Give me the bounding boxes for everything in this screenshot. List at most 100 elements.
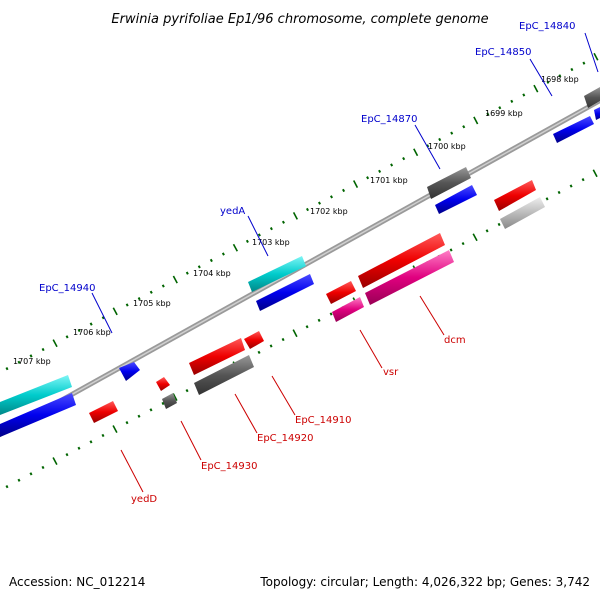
minor-tick xyxy=(330,195,333,199)
minor-tick xyxy=(450,131,454,135)
minor-tick xyxy=(486,112,490,116)
gene-label-EpC_14940[interactable]: EpC_14940 xyxy=(39,283,95,294)
gene-label-EpC_14850[interactable]: EpC_14850 xyxy=(475,47,531,58)
major-tick xyxy=(592,169,598,178)
gene-feature[interactable] xyxy=(162,393,177,409)
gene-feature[interactable] xyxy=(365,250,454,305)
minor-tick xyxy=(29,472,33,476)
major-tick xyxy=(473,116,479,125)
major-tick xyxy=(52,339,58,348)
minor-tick xyxy=(137,297,141,301)
reverse-gene-labels: dcm vsr EpC_14910 EpC_14920 EpC_14930 ye… xyxy=(131,335,466,505)
minor-tick xyxy=(462,125,466,129)
kbp-label: 1701 kbp xyxy=(370,176,408,185)
minor-tick xyxy=(125,303,129,307)
minor-tick xyxy=(545,197,549,201)
minor-tick xyxy=(161,401,165,406)
minor-tick xyxy=(197,265,201,269)
gene-feature[interactable] xyxy=(194,355,254,395)
major-tick xyxy=(232,243,239,252)
gene-feature[interactable] xyxy=(326,281,356,304)
minor-tick xyxy=(137,414,141,418)
gene-feature[interactable] xyxy=(553,116,594,143)
major-tick xyxy=(593,52,599,61)
kbp-label: 1704 kbp xyxy=(193,269,231,278)
minor-tick xyxy=(390,163,394,167)
minor-tick xyxy=(209,258,213,263)
minor-tick xyxy=(269,344,273,348)
gene-label-yedA[interactable]: yedA xyxy=(220,206,245,217)
gene-label-EpC_14920[interactable]: EpC_14920 xyxy=(257,433,313,444)
minor-tick xyxy=(77,446,81,450)
gene-feature[interactable] xyxy=(500,197,545,229)
upper-tick-rail xyxy=(5,52,599,371)
kbp-label: 1705 kbp xyxy=(133,299,171,308)
gene-feature[interactable] xyxy=(189,338,245,375)
minor-tick xyxy=(65,453,69,457)
minor-tick xyxy=(498,106,502,110)
minor-tick xyxy=(245,239,249,243)
major-tick xyxy=(292,329,298,338)
gene-label-EpC_14910[interactable]: EpC_14910 xyxy=(295,415,351,426)
gene-label-EpC_14870[interactable]: EpC_14870 xyxy=(361,114,417,125)
gene-feature[interactable] xyxy=(435,185,477,214)
minor-tick xyxy=(426,144,430,148)
gene-feature[interactable] xyxy=(332,297,364,322)
gene-feature[interactable] xyxy=(156,377,170,391)
minor-tick xyxy=(17,360,21,364)
minor-tick xyxy=(522,93,526,97)
gene-feature[interactable] xyxy=(248,256,306,292)
minor-tick xyxy=(5,367,9,371)
minor-tick xyxy=(306,207,309,212)
minor-tick xyxy=(65,335,69,339)
major-tick xyxy=(112,307,118,316)
gene-label-dcm[interactable]: dcm xyxy=(444,335,466,346)
reverse-features xyxy=(89,180,545,423)
minor-tick xyxy=(89,322,93,326)
minor-tick xyxy=(269,227,273,231)
gene-label-EpC_14930[interactable]: EpC_14930 xyxy=(201,461,257,472)
gene-feature[interactable] xyxy=(358,233,445,288)
minor-tick xyxy=(5,485,9,489)
gene-label-yedD[interactable]: yedD xyxy=(131,494,157,505)
minor-tick xyxy=(29,354,33,358)
minor-tick xyxy=(41,465,45,470)
minor-tick xyxy=(281,220,285,224)
gene-feature[interactable] xyxy=(244,331,264,349)
gene-label-EpC_14840[interactable]: EpC_14840 xyxy=(519,21,575,32)
minor-tick xyxy=(257,233,261,237)
minor-tick xyxy=(305,325,309,329)
gene-feature[interactable] xyxy=(494,180,536,211)
minor-tick xyxy=(77,328,81,333)
minor-tick xyxy=(185,389,189,393)
major-tick xyxy=(472,233,478,242)
gene-feature[interactable] xyxy=(119,362,140,381)
minor-tick xyxy=(570,67,574,72)
gene-feature[interactable] xyxy=(594,107,600,120)
minor-tick xyxy=(317,318,321,322)
label-leaders xyxy=(91,32,599,493)
minor-tick xyxy=(17,478,21,482)
major-tick xyxy=(52,457,58,465)
gene-feature[interactable] xyxy=(89,401,118,423)
kbp-label: 1702 kbp xyxy=(310,207,348,216)
forward-gene-labels: EpC_14840 EpC_14850 EpC_14870 yedA EpC_1… xyxy=(39,21,575,294)
gene-feature[interactable] xyxy=(427,167,471,199)
major-tick xyxy=(533,84,539,93)
gene-feature[interactable] xyxy=(0,393,76,437)
gene-feature[interactable] xyxy=(256,274,314,311)
minor-tick xyxy=(510,99,514,103)
major-tick xyxy=(413,148,419,157)
gene-label-vsr[interactable]: vsr xyxy=(383,367,399,378)
accession-text: Accession: NC_012214 xyxy=(9,575,145,589)
minor-tick xyxy=(497,222,501,227)
minor-tick xyxy=(449,248,453,252)
minor-tick xyxy=(149,408,153,412)
minor-tick xyxy=(581,178,585,182)
minor-tick xyxy=(329,312,333,316)
gene-feature[interactable] xyxy=(584,87,600,108)
gene-feature[interactable] xyxy=(0,375,72,415)
minor-tick xyxy=(569,184,573,188)
minor-tick xyxy=(161,284,165,288)
